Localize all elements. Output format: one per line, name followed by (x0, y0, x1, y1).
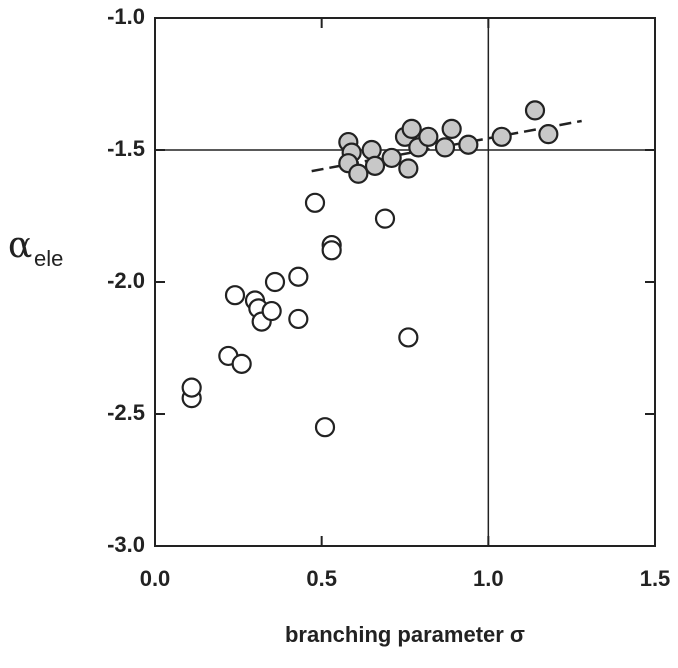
point (524, 100, 546, 121)
x-tick-label: 0.0 (140, 566, 171, 591)
point (381, 147, 402, 169)
x-tick-label: 1.0 (473, 566, 504, 591)
point (288, 266, 309, 287)
point (314, 417, 336, 438)
point (304, 192, 326, 213)
point (374, 208, 396, 229)
point (398, 327, 419, 348)
point (224, 285, 246, 306)
y-tick-label: -1.0 (107, 4, 145, 29)
point (538, 124, 559, 145)
x-tick-label: 0.5 (306, 566, 337, 591)
point (181, 377, 202, 398)
plot-frame (154, 17, 656, 547)
point (348, 163, 369, 184)
y-axis-label: α (8, 225, 32, 266)
point (231, 353, 252, 374)
point (491, 126, 512, 147)
x-axis-label: branching parameter σ (285, 622, 525, 647)
point (434, 137, 456, 158)
point (441, 118, 462, 139)
point (288, 308, 309, 330)
point (418, 126, 439, 147)
y-axis-label-sub: ele (34, 246, 63, 271)
point (261, 300, 282, 322)
y-tick-label: -3.0 (107, 532, 145, 557)
point (401, 118, 422, 139)
point (458, 134, 479, 155)
point (364, 155, 386, 176)
point (321, 240, 342, 261)
y-tick-label: -1.5 (107, 136, 145, 161)
point (398, 158, 419, 179)
y-tick-label: -2.5 (107, 400, 145, 425)
x-tick-label: 1.5 (640, 566, 671, 591)
point (264, 271, 286, 293)
y-tick-label: -2.0 (107, 268, 145, 293)
